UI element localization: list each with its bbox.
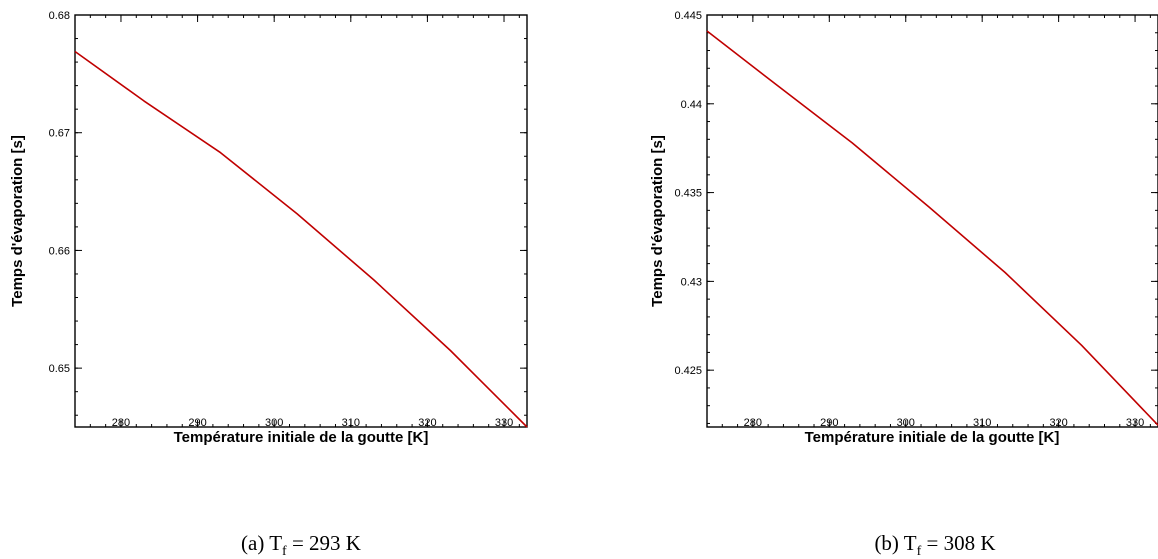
caption-suffix: = 293 K [287,531,361,555]
x-tick-label: 300 [897,417,915,429]
y-tick-label: 0.68 [49,10,70,22]
figure-caption-b: (b) Tf = 308 K [874,531,995,559]
x-tick-label: 290 [188,417,206,429]
x-tick-label: 290 [820,417,838,429]
x-tick-label: 280 [112,417,130,429]
x-tick-label: 320 [1049,417,1067,429]
y-tick-label: 0.65 [49,363,70,375]
y-axis-ticks: 0.65 0.66 0.67 0.68 [49,10,527,416]
y-tick-label: 0.66 [49,245,70,257]
y-axis-ticks: 0.425 0.43 0.435 0.44 0.445 [674,10,1158,424]
x-axis-label: Température initiale de la goutte [K] [174,429,429,446]
plot-frame [706,14,1158,428]
y-tick-label: 0.67 [49,128,70,140]
chart-panel-b: 280 290 300 310 320 330 0.4250.430.4350.440.4… [649,10,1158,559]
y-tick-label: 0.43 [681,276,702,288]
caption-suffix: = 308 K [921,531,995,555]
caption-subscript: f [282,544,287,559]
x-axis-ticks: 280 290 300 310 320 330 [74,15,520,429]
x-tick-label: 300 [265,417,283,429]
x-tick-label: 330 [1126,417,1144,429]
x-tick-label: 320 [418,417,436,429]
x-tick-label: 330 [495,417,513,429]
y-tick-label: 0.44 [681,99,702,111]
series-layer [706,30,1158,426]
series-line [706,30,1158,426]
x-tick-label: 280 [744,417,762,429]
x-axis-label: Température initiale de la goutte [K] [805,429,1060,446]
y-tick-label: 0.445 [674,10,702,22]
series-line [74,50,528,428]
y-tick-label: 0.435 [674,188,702,200]
caption-prefix: (a) T [241,531,282,555]
caption-prefix: (b) T [874,531,916,555]
y-axis-label: Temps d'évaporation [s] [649,135,666,307]
x-axis-ticks: 280 290 300 310 320 330 [706,15,1151,429]
y-axis-label: Temps d'évaporation [s] [9,135,26,307]
x-tick-label: 310 [973,417,991,429]
series-layer [74,50,528,428]
caption-subscript: f [917,544,922,559]
y-tick-label: 0.425 [674,365,702,377]
chart-panel-a: 280 290 300 310 320 330 0.65 0.66 0.67 0.68 Temp… [9,10,528,559]
plot-frame [74,14,528,428]
x-tick-label: 310 [342,417,360,429]
figure-caption-a: (a) Tf = 293 K [241,531,361,559]
